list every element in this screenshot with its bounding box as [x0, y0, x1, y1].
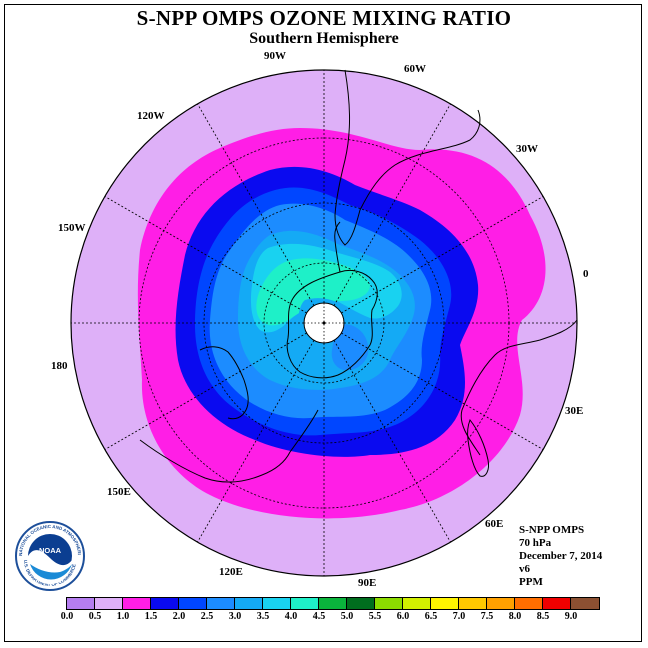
colorbar-tick-label: 2.0 — [172, 611, 186, 622]
south-america-coast — [334, 69, 481, 246]
map-subtitle: Southern Hemisphere — [249, 30, 399, 47]
colorbar-tick-label: 0.5 — [88, 611, 102, 622]
africa-coast — [460, 319, 578, 456]
antarctica-coast — [286, 269, 378, 379]
colorbar-tick-label: 3.0 — [228, 611, 242, 622]
colorbar-segment — [431, 598, 459, 609]
info-block: S-NPP OMPS 70 hPa December 7, 2014 v6 PP… — [519, 524, 602, 589]
lon-label-90e: 90E — [358, 577, 377, 589]
graticule — [71, 70, 577, 576]
colorbar-segment — [347, 598, 375, 609]
lon-label-90w: 90W — [264, 50, 286, 62]
colorbar-tick-label: 6.0 — [396, 611, 410, 622]
colorbar-tick-label: 7.0 — [452, 611, 466, 622]
lon-label-60w: 60W — [404, 63, 426, 75]
colorbar-segment — [403, 598, 431, 609]
madagascar-coast — [467, 419, 489, 477]
colorbar-tick-label: 3.5 — [256, 611, 270, 622]
australia-coast — [139, 409, 319, 483]
lon-label-30e: 30E — [565, 405, 584, 417]
map-boundary — [70, 69, 578, 577]
lon-label-60e: 60E — [485, 518, 504, 530]
colorbar-segment — [571, 598, 599, 609]
lon-label-30w: 30W — [516, 143, 538, 155]
band-4.0-4.5 — [256, 258, 370, 326]
antarctic-peninsula — [334, 221, 341, 273]
colorbar-segment — [67, 598, 95, 609]
colorbar-segment — [207, 598, 235, 609]
colorbar-tick-label: 5.5 — [368, 611, 382, 622]
colorbar-tick-label: 1.5 — [144, 611, 158, 622]
colorbar-segment — [515, 598, 543, 609]
info-units: PPM — [519, 576, 543, 588]
logo-text: NOAA — [39, 546, 62, 555]
colorbar-segment — [235, 598, 263, 609]
info-instrument: S-NPP OMPS — [519, 524, 585, 536]
colorbar-segment — [151, 598, 179, 609]
colorbar-tick-label: 6.5 — [424, 611, 438, 622]
colorbar-segment — [291, 598, 319, 609]
colorbar-tick-label: 8.5 — [536, 611, 550, 622]
colorbar-tick-label: 9.0 — [564, 611, 578, 622]
colorbar-tick-label: 2.5 — [200, 611, 214, 622]
colorbar-segment — [123, 598, 151, 609]
lon-label-120w: 120W — [137, 110, 165, 122]
colorbar-tick-label: 7.5 — [480, 611, 494, 622]
colorbar-segment — [95, 598, 123, 609]
lon-label-120e: 120E — [219, 566, 243, 578]
lon-label-150w: 150W — [58, 222, 86, 234]
colorbar-tick-label: 4.0 — [284, 611, 298, 622]
colorbar-segment — [487, 598, 515, 609]
lon-label-180: 180 — [51, 360, 68, 372]
pole-marker — [322, 321, 326, 325]
info-date: December 7, 2014 — [519, 550, 603, 562]
colorbar-segment — [375, 598, 403, 609]
colorbar-segment — [543, 598, 571, 609]
colorbar-tick-label: 5.0 — [340, 611, 354, 622]
colorbar-tick-label: 0.0 — [60, 611, 74, 622]
lon-label-150e: 150E — [107, 486, 131, 498]
colorbar-segment — [263, 598, 291, 609]
colorbar-segment — [319, 598, 347, 609]
info-level: 70 hPa — [519, 537, 552, 549]
noaa-logo: NATIONAL OCEANIC AND ATMOSPHERIC ADMINIS… — [12, 516, 86, 597]
coastlines — [139, 69, 578, 483]
map-frame — [4, 4, 642, 642]
info-version: v6 — [519, 563, 530, 575]
lon-label-0: 0 — [583, 268, 589, 280]
colorbar — [66, 597, 600, 610]
colorbar-tick-label: 8.0 — [508, 611, 522, 622]
colorbar-tick-label: 4.5 — [312, 611, 326, 622]
band-2.5-3.0-inner — [331, 324, 369, 371]
colorbar-segment — [459, 598, 487, 609]
map-title: S-NPP OMPS OZONE MIXING RATIO — [136, 6, 512, 30]
colorbar-segment — [179, 598, 207, 609]
colorbar-tick-label: 1.0 — [116, 611, 130, 622]
new-zealand-coast — [199, 346, 249, 420]
